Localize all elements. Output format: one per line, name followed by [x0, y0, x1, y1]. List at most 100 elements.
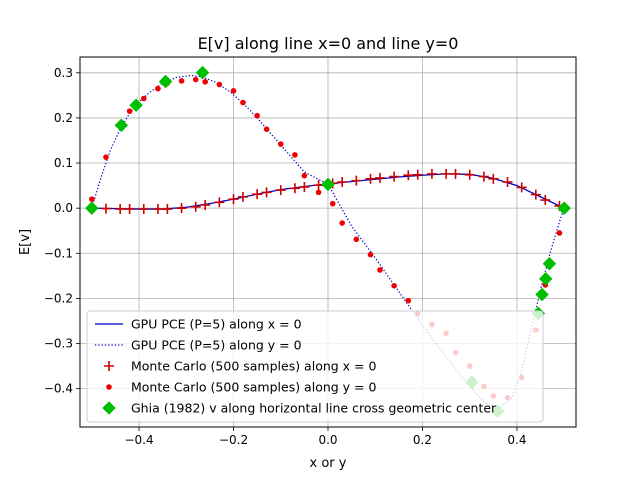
mc-y0-point — [155, 85, 161, 92]
x-tick-label: −0.2 — [219, 433, 248, 447]
mc-y0-point — [263, 126, 270, 132]
mc-y0-point — [178, 78, 185, 84]
ghia-point — [535, 287, 549, 302]
mc-y0-point — [202, 79, 208, 85]
legend-item: GPU PCE (P=5) along x = 0 — [95, 317, 302, 332]
mc-x0-point — [124, 204, 135, 215]
y-tick-label: −0.3 — [44, 337, 73, 351]
mc-x0-point — [374, 172, 385, 183]
mc-x0-point — [138, 204, 149, 215]
mc-y0-point — [377, 267, 383, 273]
mc-y0-point — [216, 81, 223, 88]
ghia-point — [542, 256, 557, 271]
mc-x0-point — [464, 169, 475, 180]
mc-x0-point — [299, 181, 310, 192]
mc-x0-point — [502, 176, 513, 187]
mc-y0-point — [89, 196, 95, 202]
mc-y0-point — [339, 220, 345, 226]
mc-x0-point — [337, 176, 348, 187]
ghia-point — [557, 201, 572, 216]
y-tick-label: −0.4 — [44, 382, 73, 396]
mc-y0-point — [103, 154, 109, 160]
ghia-point — [158, 74, 173, 89]
mc-x0-point — [214, 197, 225, 208]
y-tick-label: 0.0 — [54, 201, 73, 215]
mc-x0-point — [450, 168, 461, 179]
legend-label: Monte Carlo (500 samples) along y = 0 — [131, 380, 376, 395]
mc-x0-point — [516, 182, 527, 193]
legend-item: GPU PCE (P=5) along y = 0 — [95, 338, 302, 353]
mc-x0-point — [152, 204, 163, 215]
mc-x0-point — [478, 171, 489, 182]
x-tick-label: −0.4 — [124, 433, 153, 447]
legend-box — [86, 310, 544, 423]
mc-y0-point — [140, 95, 147, 102]
mc-x0-point — [237, 191, 248, 202]
mc-y0-point — [277, 141, 284, 147]
ghia-point — [84, 201, 99, 216]
x-tick-label: 0.0 — [318, 433, 337, 447]
legend-label: Monte Carlo (500 samples) along x = 0 — [131, 359, 376, 374]
mc-y0-point — [254, 112, 260, 119]
legend-label: GPU PCE (P=5) along y = 0 — [131, 338, 302, 353]
series-marker-plus — [86, 168, 565, 215]
y-tick-label: 0.3 — [54, 66, 73, 80]
mc-y0-point — [556, 230, 563, 236]
legend-item: Monte Carlo (500 samples) along x = 0 — [104, 359, 376, 374]
x-axis-label: x or y — [310, 456, 347, 471]
axis-ticks: −0.4 −0.2 0.0 0.2 0.4 −0.4 −0.3 −0.2 −0.1 0.0 0.1 0… — [44, 66, 527, 447]
mc-x0-point — [426, 168, 437, 179]
mc-x0-point — [228, 194, 239, 205]
chart-legend: GPU PCE (P=5) along x = 0 GPU PCE (P=5) a… — [86, 310, 544, 423]
mc-x0-point — [441, 168, 452, 179]
mc-y0-point — [353, 236, 360, 243]
mc-x0-point — [540, 195, 551, 206]
mc-x0-point — [351, 175, 362, 186]
legend-swatch-diamond-marker — [102, 401, 116, 415]
mc-x0-point — [365, 173, 376, 184]
mc-x0-point — [200, 200, 211, 210]
ghia-point — [321, 177, 335, 192]
y-tick-label: −0.2 — [44, 291, 73, 305]
ghia-point — [195, 65, 210, 80]
y-tick-label: −0.1 — [44, 246, 73, 260]
legend-item: Monte Carlo (500 samples) along y = 0 — [106, 380, 376, 395]
mc-y0-point — [315, 189, 322, 196]
mc-y0-point — [405, 297, 412, 304]
mc-y0-point — [240, 99, 246, 106]
chart-title: E[v] along line x=0 and line y=0 — [198, 34, 459, 53]
mc-y0-point — [230, 88, 237, 94]
mc-y0-point — [126, 108, 133, 114]
mc-y0-point — [192, 76, 199, 83]
grid-lines — [80, 57, 576, 427]
x-tick-label: 0.4 — [507, 433, 526, 447]
legend-label: Ghia (1982) v along horizontal line cros… — [131, 401, 497, 416]
y-axis-label: E[v] — [18, 229, 33, 255]
mc-x0-point — [176, 203, 187, 214]
mc-x0-point — [252, 189, 263, 200]
x-tick-label: 0.2 — [413, 433, 432, 447]
mc-x0-point — [403, 170, 414, 181]
mc-y0-point — [292, 152, 298, 158]
legend-item: Ghia (1982) v along horizontal line cros… — [102, 401, 497, 416]
mc-y0-point — [367, 251, 374, 258]
mc-x0-point — [100, 203, 111, 214]
mc-x0-point — [275, 185, 286, 196]
mc-y0-point — [391, 282, 397, 289]
ghia-point — [114, 118, 129, 133]
mc-x0-point — [530, 189, 541, 200]
mc-y0-point — [329, 200, 336, 207]
mc-x0-point — [488, 173, 499, 184]
mc-x0-point — [261, 187, 272, 198]
legend-swatch-dot-marker — [106, 384, 112, 390]
mc-y0-point — [301, 172, 308, 179]
legend-label: GPU PCE (P=5) along x = 0 — [131, 317, 302, 332]
mc-x0-point — [162, 204, 173, 215]
mc-x0-point — [190, 201, 201, 212]
y-tick-label: 0.1 — [54, 156, 73, 170]
y-tick-label: 0.2 — [54, 111, 73, 125]
mc-x0-point — [115, 204, 126, 215]
ghia-point — [538, 271, 553, 286]
